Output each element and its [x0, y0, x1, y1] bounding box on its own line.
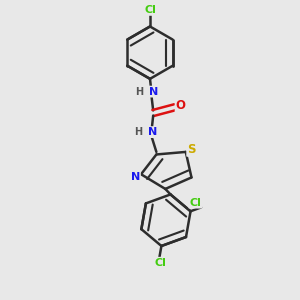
Text: N: N — [148, 127, 157, 137]
Text: Cl: Cl — [144, 5, 156, 15]
Text: O: O — [176, 99, 186, 112]
Text: N: N — [148, 87, 158, 97]
Text: Cl: Cl — [154, 258, 166, 268]
Text: S: S — [187, 143, 196, 156]
Text: H: H — [134, 127, 142, 137]
Text: H: H — [135, 87, 143, 97]
Text: N: N — [131, 172, 140, 182]
Text: Cl: Cl — [189, 198, 201, 208]
